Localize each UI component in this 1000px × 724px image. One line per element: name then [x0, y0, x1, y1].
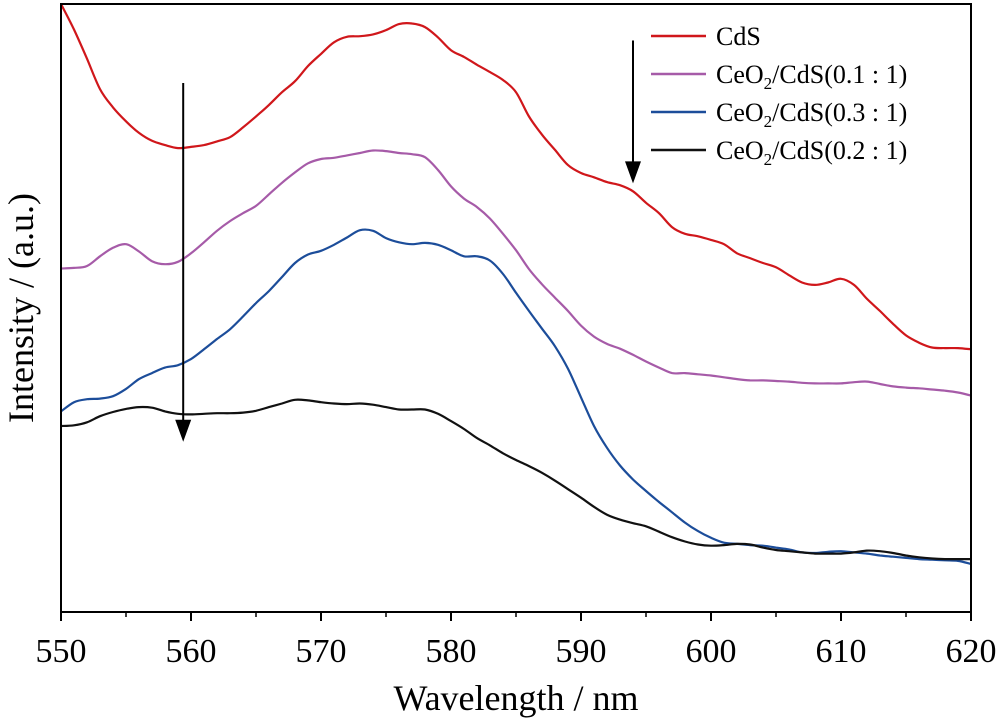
x-tick-label: 590: [556, 633, 607, 670]
x-tick-label: 600: [686, 633, 737, 670]
y-axis-title: Intensity / (a.u.): [1, 193, 41, 423]
legend-label: CeO2/CdS(0.2 : 1): [716, 136, 907, 169]
legend-label: CeO2/CdS(0.1 : 1): [716, 60, 907, 93]
legend-label: CdS: [716, 22, 761, 51]
x-tick-label: 570: [296, 633, 347, 670]
x-tick-label: 610: [816, 633, 867, 670]
legend-label: CeO2/CdS(0.3 : 1): [716, 98, 907, 131]
x-tick-label: 560: [166, 633, 217, 670]
pl-spectrum-chart: 550 560 570 580 590 600 610 620 Wavelength / nm…: [0, 0, 1000, 724]
x-tick-label: 620: [946, 633, 997, 670]
x-tick-label: 550: [36, 633, 87, 670]
x-tick-label: 580: [426, 633, 477, 670]
x-axis-title: Wavelength / nm: [393, 678, 638, 718]
